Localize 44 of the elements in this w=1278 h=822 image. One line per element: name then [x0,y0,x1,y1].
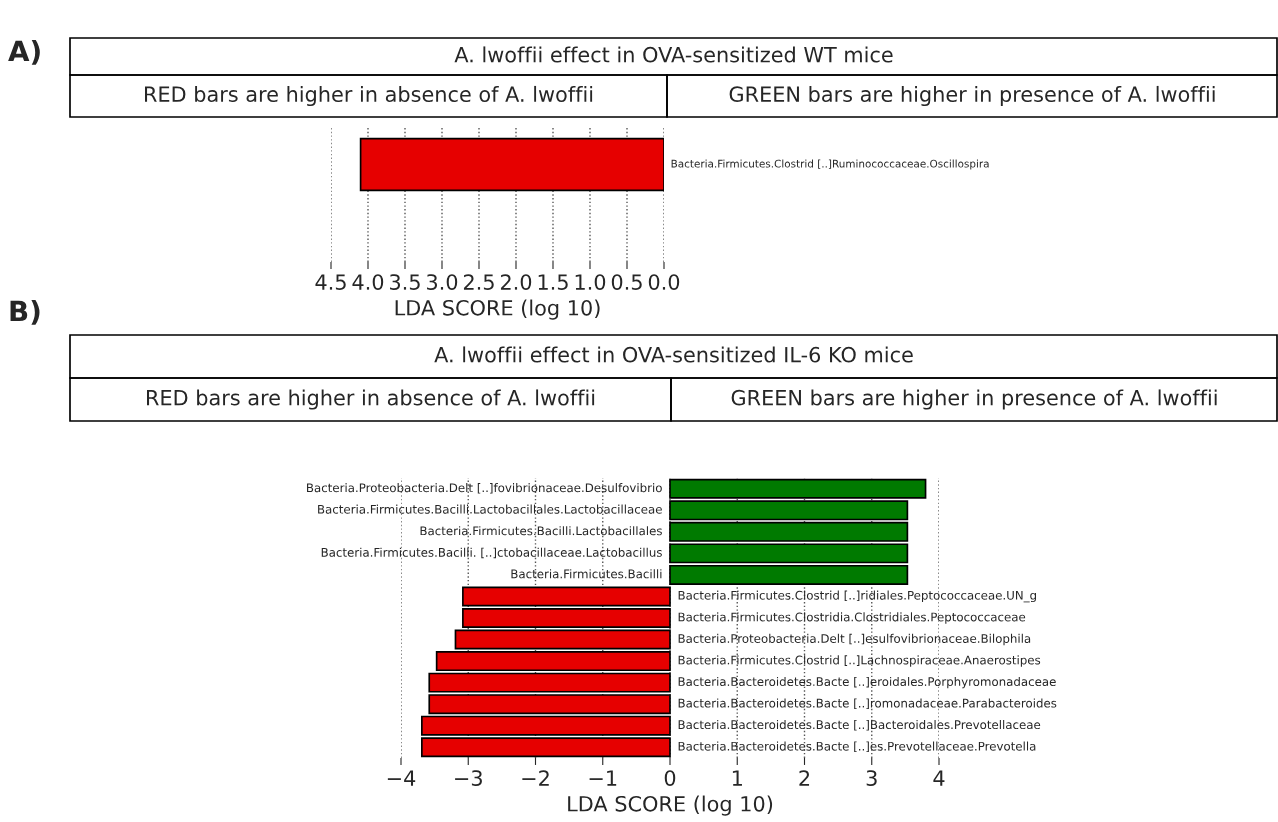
y-tick-label: Bacteria.Bacteroidetes.Bacte [..]eroidales.Porphyromonadaceae [678,676,1056,689]
y-tick-label: Bacteria.Firmicutes.Bacilli [511,569,662,579]
x-tick-label: 4.5 [315,274,346,290]
y-tick-label: Bacteria.Firmicutes.Bacilli.Lactobacillales [420,526,662,536]
x-tick-label: 1.5 [538,274,568,290]
y-tick-label: Bacteria.Proteobacteria.Delt [..]esulfovibrionaceae.Bilophila [678,633,1031,646]
x-tick-label: 2.5 [463,274,494,290]
text: B) [10,300,40,325]
chart-title: A. lwoffii effect in OVA-sensitized WT mice [454,46,893,63]
y-tick-label: Bacteria.Firmicutes.Clostrid [..]Lachnospiraceae.Anaerostipes [678,655,1041,667]
text: RED bars are higher in absence of A. lwoffii [145,85,593,107]
y-tick-label: Bacteria.Firmicutes.Bacilli.Lactobacillales.Lactobacillaceae [318,504,662,514]
text: GREEN bars are higher in presence of A. lwoffii [731,389,1217,410]
x-tick-label: 1 [732,770,742,786]
y-tick-label: Bacteria.Bacteroidetes.Bacte [..]es.Prevotellaceae.Prevotella [678,741,1036,753]
y-tick-label: Bacteria.Firmicutes.Clostrid [..]ridiales.Peptococcaceae.UN_g [678,590,1036,603]
x-tick-label: 3.0 [427,274,458,290]
x-axis-title: LDA SCORE (log 10) [568,795,773,816]
text: GREEN bars are higher in presence of A. lwoffii [729,85,1215,107]
x-tick-label: 2.0 [500,274,532,290]
chart-title: A. lwoffii effect in OVA-sensitized IL-6 KO mice [434,346,913,363]
y-tick-label: Bacteria.Firmicutes.Clostrid [..]Ruminococcaceae.Oscillospira [671,159,989,170]
x-tick-label: −2 [522,770,549,786]
y-tick-label: Bacteria.Bacteroidetes.Bacte [..]Bacteroidales.Prevotellaceae [678,719,1041,731]
x-tick-label: 3 [866,770,877,786]
y-tick-label: Bacteria.Proteobacteria.Delt [..]fovibrionaceae.Desulfovibrio [307,483,662,494]
x-tick-label: 4 [933,770,945,786]
x-tick-label: −4 [387,770,416,786]
y-tick-label: Bacteria.Firmicutes.Clostridia.Clostridiales.Peptococcaceae [678,612,1026,624]
y-tick-label: Bacteria.Bacteroidetes.Bacte [..]romonadaceae.Parabacteroides [678,698,1057,709]
x-tick-label: 3.5 [390,274,420,290]
x-tick-label: −1 [589,770,617,786]
bar [462,608,671,628]
text: A) [8,40,40,65]
y-tick-label: Bacteria.Firmicutes.Bacilli. [..]ctobacillaceae.Lactobacillus [321,547,662,559]
x-axis-title: LDA SCORE (log 10) [395,299,600,320]
x-tick-label: 4.0 [352,274,384,290]
x-tick-label: 0 [664,770,676,786]
text: RED bars are higher in absence of A. lwoffii [147,389,595,410]
x-tick-label: 0.0 [648,274,680,290]
x-tick-label: 1.0 [575,274,606,290]
x-tick-label: −3 [455,770,482,786]
x-tick-label: 2 [799,770,810,786]
x-tick-label: 0.5 [611,274,642,290]
